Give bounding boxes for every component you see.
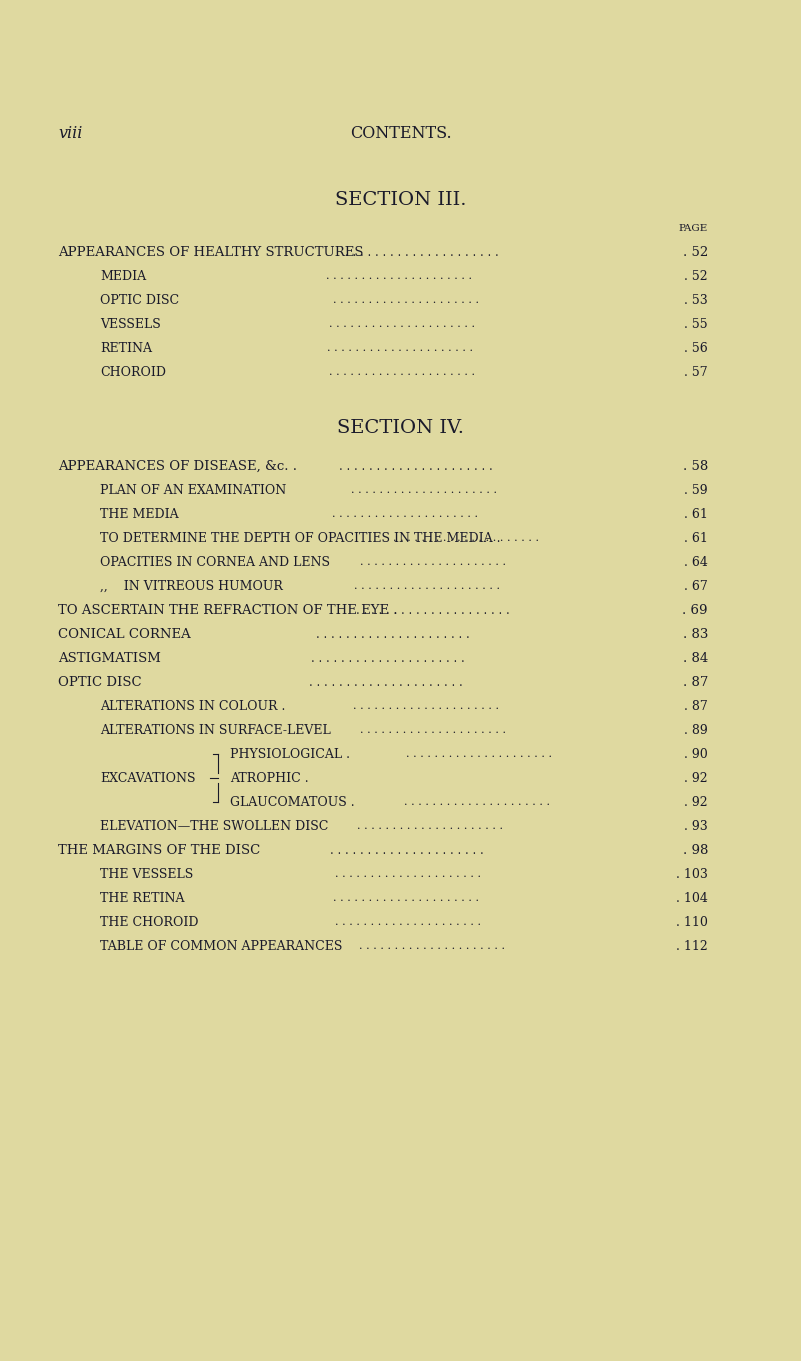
Text: . 64: . 64 xyxy=(684,555,708,569)
Text: GLAUCOMATOUS .: GLAUCOMATOUS . xyxy=(230,795,355,808)
Text: . 55: . 55 xyxy=(684,317,708,331)
Text: APPEARANCES OF HEALTHY STRUCTURES: APPEARANCES OF HEALTHY STRUCTURES xyxy=(58,245,364,259)
Text: VESSELS: VESSELS xyxy=(100,317,161,331)
Text: . 112: . 112 xyxy=(676,939,708,953)
Text: . 69: . 69 xyxy=(682,603,708,617)
Text: . 52: . 52 xyxy=(682,245,708,259)
Text: PLAN OF AN EXAMINATION: PLAN OF AN EXAMINATION xyxy=(100,483,286,497)
Text: CHOROID: CHOROID xyxy=(100,366,166,378)
Text: . . . . . . . . . . . . . . . . . . . . .: . . . . . . . . . . . . . . . . . . . . … xyxy=(326,271,472,280)
Text: CONTENTS.: CONTENTS. xyxy=(350,124,451,142)
Text: . 89: . 89 xyxy=(684,724,708,736)
Text: . 57: . 57 xyxy=(684,366,708,378)
Text: ALTERATIONS IN SURFACE-LEVEL: ALTERATIONS IN SURFACE-LEVEL xyxy=(100,724,331,736)
Text: ALTERATIONS IN COLOUR .: ALTERATIONS IN COLOUR . xyxy=(100,700,285,713)
Text: SECTION III.: SECTION III. xyxy=(335,191,466,210)
Text: TABLE OF COMMON APPEARANCES: TABLE OF COMMON APPEARANCES xyxy=(100,939,342,953)
Text: . 104: . 104 xyxy=(676,891,708,905)
Text: THE MEDIA: THE MEDIA xyxy=(100,508,179,520)
Text: . 93: . 93 xyxy=(684,819,708,833)
Text: . . . . . . . . . . . . . . . . . . . . .: . . . . . . . . . . . . . . . . . . . . … xyxy=(335,917,481,927)
Text: . 110: . 110 xyxy=(676,916,708,928)
Text: OPTIC DISC: OPTIC DISC xyxy=(58,675,142,689)
Text: . . . . . . . . . . . . . . . . . . . . .: . . . . . . . . . . . . . . . . . . . . … xyxy=(332,509,478,519)
Text: RETINA: RETINA xyxy=(100,342,152,354)
Text: SECTION IV.: SECTION IV. xyxy=(337,419,464,437)
Text: . 87: . 87 xyxy=(684,700,708,713)
Text: THE CHOROID: THE CHOROID xyxy=(100,916,199,928)
Text: ASTIGMATISM: ASTIGMATISM xyxy=(58,652,161,664)
Text: OPTIC DISC: OPTIC DISC xyxy=(100,294,179,306)
Text: . 56: . 56 xyxy=(684,342,708,354)
Text: . 53: . 53 xyxy=(684,294,708,306)
Text: . . . . . . . . . . . . . . . . . . . . .: . . . . . . . . . . . . . . . . . . . . … xyxy=(316,627,469,641)
Text: TO DETERMINE THE DEPTH OF OPACITIES IN THE MEDIA .: TO DETERMINE THE DEPTH OF OPACITIES IN T… xyxy=(100,532,501,544)
Text: THE RETINA: THE RETINA xyxy=(100,891,184,905)
Text: . 61: . 61 xyxy=(684,532,708,544)
Text: CONICAL CORNEA: CONICAL CORNEA xyxy=(58,627,191,641)
Text: . . . . . . . . . . . . . . . . . . . . .: . . . . . . . . . . . . . . . . . . . . … xyxy=(405,798,550,807)
Text: . . . . . . . . . . . . . . . . . . . . .: . . . . . . . . . . . . . . . . . . . . … xyxy=(328,343,473,352)
Text: . . . . . . . . . . . . . . . . . . . . .: . . . . . . . . . . . . . . . . . . . . … xyxy=(339,460,493,472)
Text: . 90: . 90 xyxy=(684,747,708,761)
Text: . 87: . 87 xyxy=(682,675,708,689)
Text: . . . . . . . . . . . . . . . . . . . . .: . . . . . . . . . . . . . . . . . . . . … xyxy=(357,821,503,832)
Text: . 98: . 98 xyxy=(682,844,708,856)
Text: EXCAVATIONS: EXCAVATIONS xyxy=(100,772,195,784)
Text: ,,    IN VITREOUS HUMOUR: ,, IN VITREOUS HUMOUR xyxy=(100,580,283,592)
Text: . 92: . 92 xyxy=(684,772,708,784)
Text: . 83: . 83 xyxy=(682,627,708,641)
Text: . . . . . . . . . . . . . . . . . . . . .: . . . . . . . . . . . . . . . . . . . . … xyxy=(333,295,479,305)
Text: PAGE: PAGE xyxy=(678,223,708,233)
Text: THE MARGINS OF THE DISC: THE MARGINS OF THE DISC xyxy=(58,844,260,856)
Text: . . . . . . . . . . . . . . . . . . . . .: . . . . . . . . . . . . . . . . . . . . … xyxy=(330,844,484,856)
Text: . . . . . . . . . . . . . . . . . . . . .: . . . . . . . . . . . . . . . . . . . . … xyxy=(345,245,499,259)
Text: THE VESSELS: THE VESSELS xyxy=(100,867,193,881)
Text: . 58: . 58 xyxy=(682,460,708,472)
Text: . 67: . 67 xyxy=(684,580,708,592)
Text: OPACITIES IN CORNEA AND LENS: OPACITIES IN CORNEA AND LENS xyxy=(100,555,330,569)
Text: . . . . . . . . . . . . . . . . . . . . .: . . . . . . . . . . . . . . . . . . . . … xyxy=(351,485,497,495)
Text: . . . . . . . . . . . . . . . . . . . . .: . . . . . . . . . . . . . . . . . . . . … xyxy=(352,701,499,710)
Text: . . . . . . . . . . . . . . . . . . . . .: . . . . . . . . . . . . . . . . . . . . … xyxy=(309,675,463,689)
Text: ATROPHIC .: ATROPHIC . xyxy=(230,772,308,784)
Text: . . . . . . . . . . . . . . . . . . . . .: . . . . . . . . . . . . . . . . . . . . … xyxy=(333,893,479,902)
Text: . . . . . . . . . . . . . . . . . . . . .: . . . . . . . . . . . . . . . . . . . . … xyxy=(356,603,510,617)
Text: . . . . . . . . . . . . . . . . . . . . .: . . . . . . . . . . . . . . . . . . . . … xyxy=(311,652,465,664)
Text: . 59: . 59 xyxy=(684,483,708,497)
Text: . . . . . . . . . . . . . . . . . . . . .: . . . . . . . . . . . . . . . . . . . . … xyxy=(329,367,475,377)
Text: . . . . . . . . . . . . . . . . . . . . .: . . . . . . . . . . . . . . . . . . . . … xyxy=(359,940,505,951)
Text: . 52: . 52 xyxy=(684,269,708,283)
Text: viii: viii xyxy=(58,124,83,142)
Text: . . . . . . . . . . . . . . . . . . . . .: . . . . . . . . . . . . . . . . . . . . … xyxy=(392,534,539,543)
Text: . . . . . . . . . . . . . . . . . . . . .: . . . . . . . . . . . . . . . . . . . . … xyxy=(360,557,506,568)
Text: PHYSIOLOGICAL .: PHYSIOLOGICAL . xyxy=(230,747,350,761)
Text: . . . . . . . . . . . . . . . . . . . . .: . . . . . . . . . . . . . . . . . . . . … xyxy=(360,725,506,735)
Text: . . . . . . . . . . . . . . . . . . . . .: . . . . . . . . . . . . . . . . . . . . … xyxy=(354,581,500,591)
Text: . 92: . 92 xyxy=(684,795,708,808)
Text: APPEARANCES OF DISEASE, &c. .: APPEARANCES OF DISEASE, &c. . xyxy=(58,460,297,472)
Text: . 103: . 103 xyxy=(676,867,708,881)
Text: TO ASCERTAIN THE REFRACTION OF THE EYE .: TO ASCERTAIN THE REFRACTION OF THE EYE . xyxy=(58,603,397,617)
Text: . 61: . 61 xyxy=(684,508,708,520)
Text: . . . . . . . . . . . . . . . . . . . . .: . . . . . . . . . . . . . . . . . . . . … xyxy=(335,870,481,879)
Text: ELEVATION—THE SWOLLEN DISC: ELEVATION—THE SWOLLEN DISC xyxy=(100,819,328,833)
Text: MEDIA: MEDIA xyxy=(100,269,146,283)
Text: . 84: . 84 xyxy=(682,652,708,664)
Text: . . . . . . . . . . . . . . . . . . . . .: . . . . . . . . . . . . . . . . . . . . … xyxy=(329,318,475,329)
Text: . . . . . . . . . . . . . . . . . . . . .: . . . . . . . . . . . . . . . . . . . . … xyxy=(406,749,552,759)
